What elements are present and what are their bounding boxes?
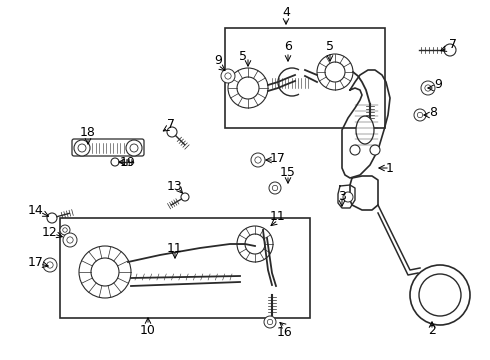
Circle shape [272, 185, 278, 191]
Circle shape [47, 262, 53, 268]
Circle shape [237, 77, 259, 99]
Text: 5: 5 [239, 50, 247, 63]
Circle shape [47, 213, 57, 223]
Circle shape [414, 109, 426, 121]
Text: 6: 6 [284, 40, 292, 54]
Circle shape [444, 44, 456, 56]
Circle shape [63, 228, 67, 232]
Circle shape [410, 265, 470, 325]
Circle shape [317, 54, 353, 90]
Circle shape [264, 316, 276, 328]
Text: 14: 14 [28, 203, 44, 216]
Circle shape [421, 81, 435, 95]
Circle shape [370, 145, 380, 155]
Circle shape [269, 182, 281, 194]
Circle shape [130, 144, 138, 152]
Circle shape [419, 274, 461, 316]
Circle shape [111, 158, 119, 166]
Circle shape [425, 85, 431, 91]
Circle shape [245, 234, 265, 254]
Text: 15: 15 [280, 166, 296, 179]
Text: 11: 11 [270, 210, 286, 222]
Circle shape [417, 112, 423, 118]
Text: 2: 2 [428, 324, 436, 337]
FancyBboxPatch shape [72, 139, 144, 156]
Text: 5: 5 [326, 40, 334, 54]
Text: 9: 9 [434, 78, 442, 91]
Circle shape [43, 258, 57, 272]
Text: 1: 1 [386, 162, 394, 175]
Circle shape [126, 140, 142, 156]
Text: 13: 13 [167, 180, 183, 193]
Text: 16: 16 [277, 325, 293, 338]
Bar [225, 28, 385, 128]
Bar [60, 218, 310, 318]
Text: 11: 11 [167, 242, 183, 255]
Text: 17: 17 [270, 152, 286, 165]
Ellipse shape [356, 116, 374, 144]
Circle shape [74, 140, 90, 156]
Text: 19: 19 [120, 156, 136, 168]
Circle shape [225, 73, 231, 79]
Circle shape [91, 258, 119, 286]
Circle shape [268, 319, 273, 325]
Circle shape [343, 192, 353, 202]
Text: 3: 3 [338, 189, 346, 202]
Text: 17: 17 [28, 256, 44, 269]
Circle shape [251, 153, 265, 167]
Text: 9: 9 [214, 54, 222, 67]
Text: 7: 7 [167, 118, 175, 131]
Circle shape [255, 157, 261, 163]
Circle shape [79, 246, 131, 298]
Circle shape [181, 193, 189, 201]
Circle shape [67, 237, 73, 243]
Circle shape [78, 144, 86, 152]
Circle shape [325, 62, 345, 82]
Text: 18: 18 [80, 126, 96, 139]
Text: 10: 10 [140, 324, 156, 337]
Circle shape [237, 226, 273, 262]
Text: 12: 12 [42, 225, 58, 238]
Circle shape [221, 69, 235, 83]
Text: 8: 8 [429, 105, 437, 118]
Text: 4: 4 [282, 5, 290, 18]
Text: 7: 7 [449, 39, 457, 51]
Circle shape [350, 145, 360, 155]
Circle shape [63, 233, 77, 247]
Circle shape [167, 127, 177, 137]
Circle shape [228, 68, 268, 108]
Circle shape [60, 225, 70, 235]
